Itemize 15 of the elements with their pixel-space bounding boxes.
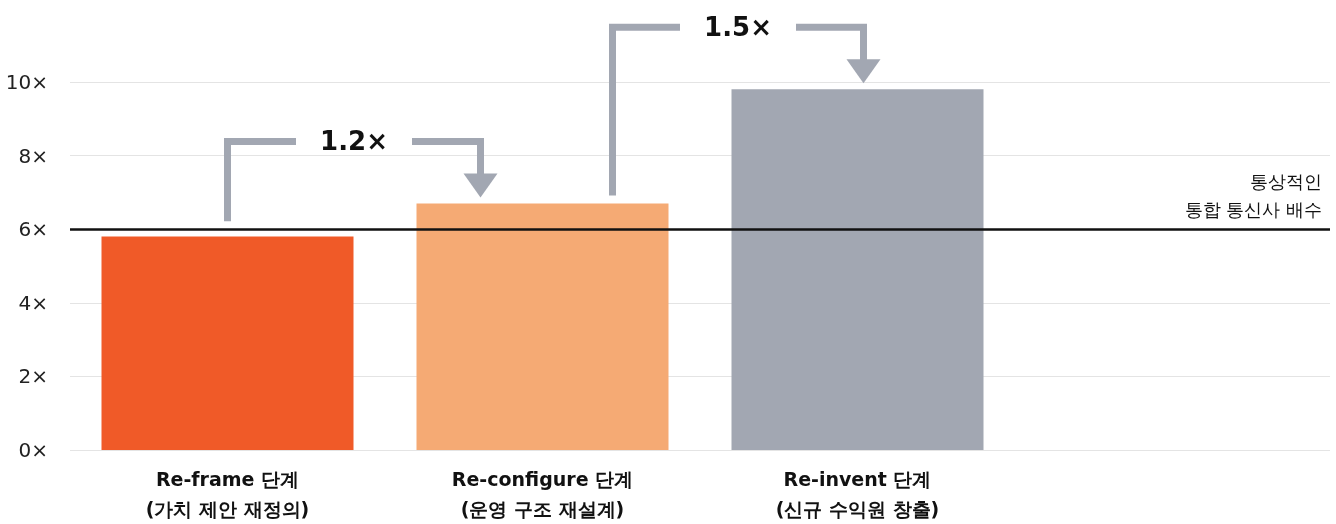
x-tick-label: Re-configure 단계 (운영 구조 재설계): [451, 468, 634, 520]
bar: [731, 89, 984, 450]
x-tick-label: Re-invent 단계 (신규 수익원 창출): [775, 468, 940, 520]
text: 1.5×: [704, 12, 772, 43]
y-tick-label: 8×: [18, 143, 48, 168]
y-tick-label: 6×: [18, 217, 48, 242]
bar: [416, 203, 669, 450]
x-tick-label: Re-frame 단계 (가치 제안 재정의): [145, 468, 310, 520]
y-tick-label: 0×: [18, 438, 48, 462]
y-tick-label: 4×: [18, 290, 48, 315]
annotation: 1.2×: [320, 126, 388, 157]
bar: [101, 236, 354, 450]
y-tick-label: 2×: [18, 364, 48, 389]
ref-line-label: 통상적인 통합 통신사 배수: [1184, 170, 1322, 220]
y-tick-label: 10×: [5, 70, 48, 94]
